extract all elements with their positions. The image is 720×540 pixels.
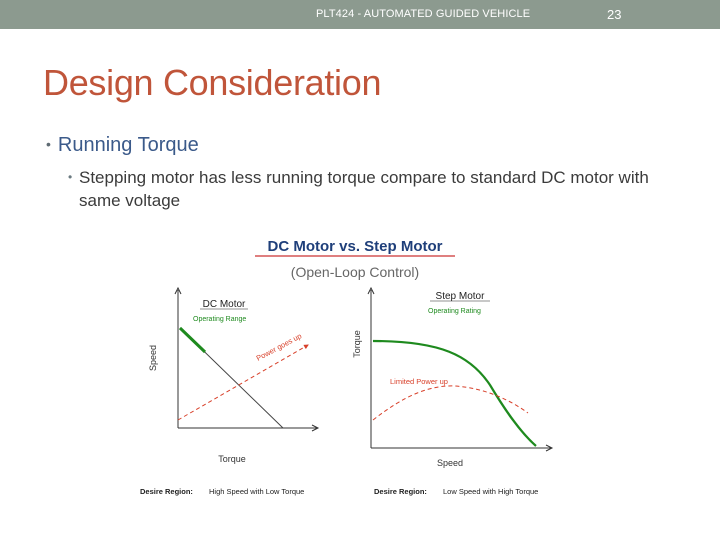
dc-caption-label: Desire Region: [140,487,193,496]
step-x-label: Speed [437,458,463,468]
step-motor-panel: Step Motor Operating Rating Torque Speed… [352,286,554,496]
dc-motor-panel: DC Motor Operating Range Speed Torque Po… [140,286,320,496]
step-x-arrow-icon [545,444,554,452]
bullet-level-1-text: Running Torque [57,134,199,156]
dc-caption-text: High Speed with Low Torque [209,487,304,496]
step-motor-label: Step Motor [436,291,486,302]
dc-x-label: Torque [218,454,246,464]
bullet-dot-icon: • [46,136,51,152]
step-legend: Operating Rating [428,308,481,315]
dc-operating-range-segment [178,326,207,354]
figure-subtitle: (Open-Loop Control) [291,264,419,280]
dc-y-arrow-icon [174,286,182,295]
dc-y-label: Speed [148,345,158,371]
step-torque-curve [372,339,537,447]
dc-motor-label: DC Motor [203,299,246,310]
step-y-arrow-icon [367,286,375,295]
header-title: PLT424 - AUTOMATED GUIDED VEHICLE [316,8,531,20]
bullet-level-2-text: Stepping motor has less running torque c… [79,168,649,210]
bullet-level-2: • Stepping motor has less running torque… [68,166,678,212]
header-bar: PLT424 - AUTOMATED GUIDED VEHICLE 23 [0,0,720,29]
step-caption-label: Desire Region: [374,487,427,496]
step-caption-text: Low Speed with High Torque [443,487,538,496]
figure-title: DC Motor vs. Step Motor [268,238,443,255]
page-title: Design Consideration [43,62,382,103]
step-power-annotation: Limited Power up [390,377,448,386]
dc-power-annotation: Power goes up [255,331,303,362]
slide-number: 23 [607,7,622,22]
step-power-curve [372,385,529,421]
dc-legend: Operating Range [193,316,246,323]
step-y-label: Torque [352,330,362,358]
dc-power-line [177,344,309,421]
dc-x-arrow-icon [311,424,320,432]
bullet-level-1: • Running Torque [46,134,199,157]
bullet-dot-icon: • [68,170,73,184]
